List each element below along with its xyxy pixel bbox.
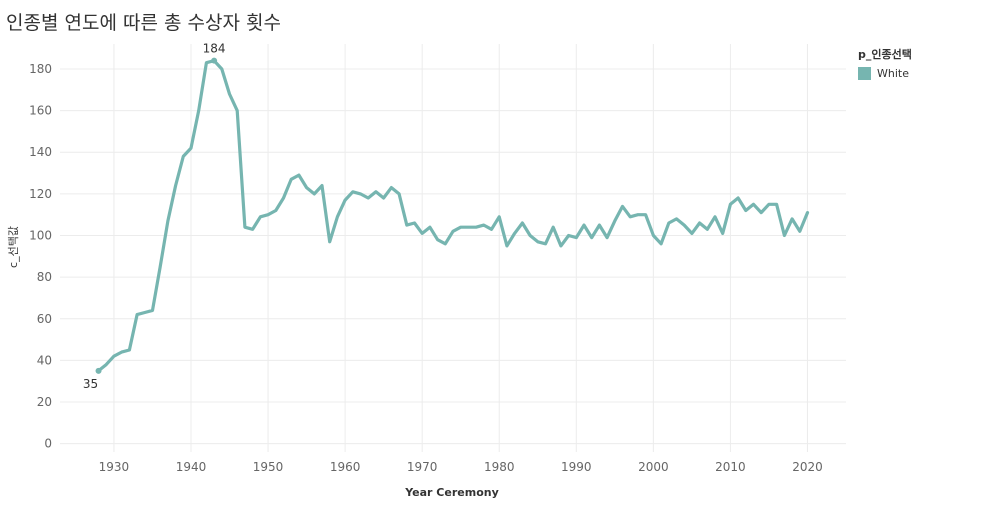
x-tick-label: 1940 [176,460,207,474]
annotated-point [95,367,102,374]
legend: p_인종선택 White [858,46,912,80]
y-axis-ticks: 0 20 40 60 80 100 120 140 160 180 [29,62,52,451]
x-tick-label: 2020 [792,460,823,474]
y-tick-label: 60 [37,312,52,326]
data-label-min: 35 [83,377,98,391]
y-axis-label: c_선택값 [7,226,20,268]
y-tick-label: 180 [29,62,52,76]
series-line-white [96,59,810,373]
y-tick-label: 120 [29,187,52,201]
legend-title: p_인종선택 [858,48,912,61]
y-tick-label: 100 [29,229,52,243]
data-labels: 35 184 [83,42,226,391]
x-tick-label: 2010 [715,460,746,474]
data-label-max: 184 [203,42,226,56]
x-axis-label: Year Ceremony [404,486,499,499]
legend-item-label: White [877,67,909,80]
y-tick-label: 140 [29,145,52,159]
x-tick-label: 1950 [253,460,284,474]
x-tick-label: 1970 [407,460,438,474]
x-tick-label: 1930 [99,460,130,474]
y-tick-label: 160 [29,104,52,118]
x-tick-label: 1990 [561,460,592,474]
y-tick-label: 0 [44,437,52,451]
y-tick-label: 20 [37,395,52,409]
chart-title: 인종별 연도에 따른 총 수상자 횟수 [6,12,281,34]
legend-item-white[interactable]: White [858,67,912,80]
x-tick-label: 1960 [330,460,361,474]
x-tick-label: 1980 [484,460,515,474]
legend-swatch [858,67,871,80]
annotated-point [211,57,218,64]
y-tick-label: 80 [37,270,52,284]
x-tick-label: 2000 [638,460,669,474]
grid-lines [60,44,846,452]
y-tick-label: 40 [37,353,52,367]
x-axis-ticks: 1930 1940 1950 1960 1970 1980 1990 2000 2010 2020 [99,460,823,474]
series-layer [96,59,810,373]
